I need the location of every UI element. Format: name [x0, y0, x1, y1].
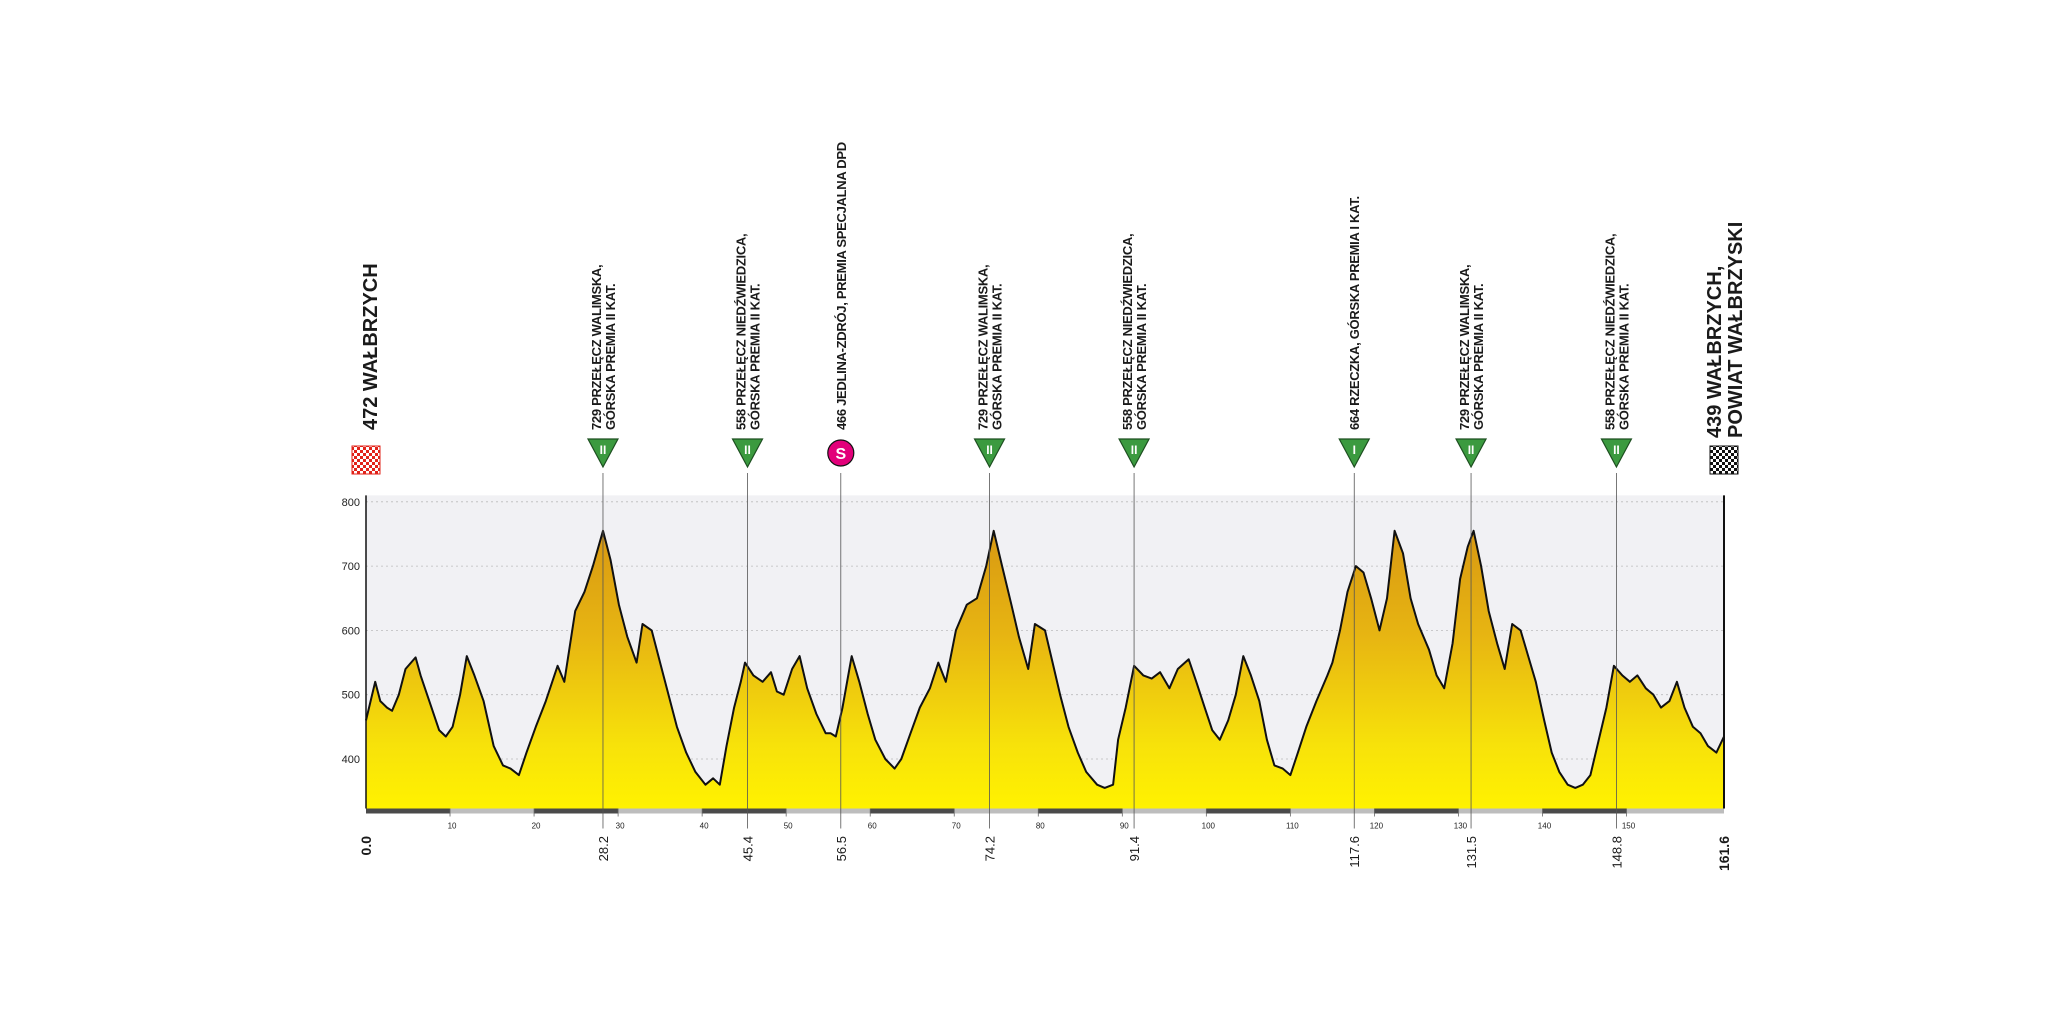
point-name: 729 PRZEŁĘCZ WALIMSKA, [1457, 265, 1472, 430]
badge [731, 438, 764, 469]
x-tick-label: 10 [448, 822, 457, 831]
km-label: 148.8 [1609, 836, 1624, 869]
point-name: 729 PRZEŁĘCZ WALIMSKA, [976, 265, 991, 430]
start-flag [351, 445, 381, 475]
y-tick-label: 500 [342, 690, 360, 702]
badge [1600, 438, 1633, 469]
km-band [618, 808, 703, 814]
badge [973, 438, 1006, 469]
badge-label: II [986, 443, 993, 457]
km-label: 74.2 [983, 836, 998, 861]
badge-label: I [1353, 443, 1356, 457]
y-tick-label: 700 [342, 561, 360, 573]
km-band [450, 808, 535, 814]
badge-label: II [744, 443, 751, 457]
point-name: GÓRSKA PREMIA II KAT. [748, 284, 763, 430]
x-tick-label: 30 [616, 822, 625, 831]
x-tick-label: 40 [700, 822, 709, 831]
x-tick-label: 100 [1202, 822, 1216, 831]
point-name: 664 RZECZKA, GÓRSKA PREMIA I KAT. [1347, 196, 1362, 430]
badge [1118, 438, 1151, 469]
badge-label: II [1468, 443, 1475, 457]
km-label: 28.2 [596, 836, 611, 861]
km-band [1542, 808, 1627, 814]
km-band [1038, 808, 1123, 814]
km-band [1122, 808, 1207, 814]
km-label: 45.4 [741, 836, 756, 861]
x-tick-label: 150 [1622, 822, 1636, 831]
y-tick-label: 400 [342, 754, 360, 766]
km-band [366, 808, 451, 814]
finish-name: 439 WAŁBRZYCH, [1704, 266, 1726, 438]
layer: 400 500 600 700 800 10 20 30 40 50 60 70 80 90 100 110 1… [342, 142, 1747, 871]
y-tick-label: 600 [342, 625, 360, 637]
badge-label: II [600, 443, 607, 457]
km-band [1206, 808, 1291, 814]
y-tick-label: 800 [342, 497, 360, 509]
x-tick-label: 60 [868, 822, 877, 831]
badge-label: II [1613, 443, 1620, 457]
km-band [1290, 808, 1375, 814]
km-label: 56.5 [834, 836, 849, 861]
km-band [1626, 808, 1724, 814]
km-band [702, 808, 787, 814]
km-label: 161.6 [1716, 836, 1732, 871]
km-band [786, 808, 871, 814]
point-name: 558 PRZEŁĘCZ NIEDŹWIEDZICA, [1120, 234, 1135, 430]
badge-label: II [1131, 443, 1138, 457]
km-label: 0.0 [358, 836, 374, 856]
badge-label: S [835, 446, 846, 463]
point-name: 558 PRZEŁĘCZ NIEDŹWIEDZICA, [734, 234, 749, 430]
point-name: GÓRSKA PREMIA II KAT. [1134, 284, 1149, 430]
point-name: 466 JEDLINA-ZDRÓJ, PREMIA SPECJALNA DPD [834, 142, 849, 430]
x-tick-label: 50 [784, 822, 793, 831]
km-label: 131.5 [1464, 836, 1479, 869]
km-label: 91.4 [1127, 836, 1142, 861]
point-name: 558 PRZEŁĘCZ NIEDŹWIEDZICA, [1602, 234, 1617, 430]
badge [1455, 438, 1488, 469]
point-name: GÓRSKA PREMIA II KAT. [1471, 284, 1486, 430]
finish-flag [1709, 445, 1739, 475]
km-band [1458, 808, 1543, 814]
point-name: GÓRSKA PREMIA II KAT. [990, 284, 1005, 430]
point-name: 729 PRZEŁĘCZ WALIMSKA, [589, 265, 604, 430]
km-band [1374, 808, 1459, 814]
km-label: 117.6 [1347, 836, 1362, 868]
x-tick-label: 90 [1120, 822, 1129, 831]
x-tick-label: 130 [1454, 822, 1468, 831]
x-tick-label: 80 [1036, 822, 1045, 831]
km-band [870, 808, 955, 814]
point-name: GÓRSKA PREMIA II KAT. [603, 284, 618, 430]
km-band [954, 808, 1039, 814]
finish-name: POWIAT WAŁBRZYSKI [1725, 222, 1747, 438]
elevation-line [365, 529, 1725, 789]
x-tick-label: 120 [1370, 822, 1384, 831]
point-name: GÓRSKA PREMIA II KAT. [1616, 284, 1631, 430]
elevation-area [366, 530, 1724, 809]
x-tick-label: 110 [1286, 822, 1299, 831]
x-tick-label: 70 [952, 822, 961, 831]
badge [1338, 438, 1371, 469]
start-name: 472 WAŁBRZYCH [360, 263, 382, 430]
x-tick-label: 20 [532, 822, 541, 831]
km-band [534, 808, 619, 814]
badge [827, 439, 855, 467]
x-tick-label: 140 [1538, 822, 1552, 831]
badge [586, 438, 619, 469]
